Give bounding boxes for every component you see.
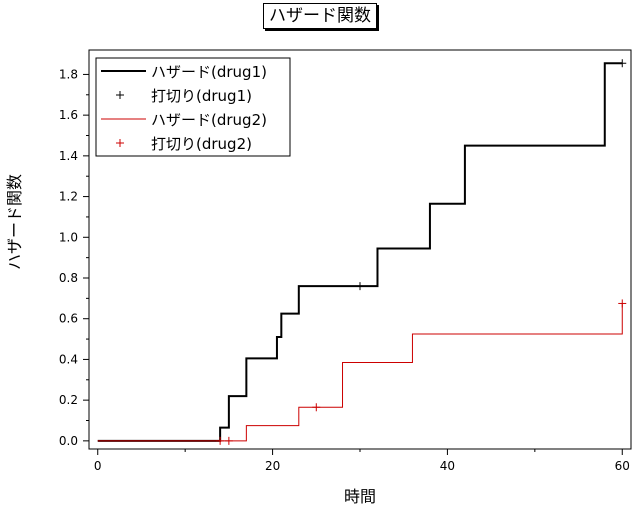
censor-marker [224,436,233,445]
y-tick-label: 1.0 [59,230,78,244]
chart-title: ハザード関数 [263,3,377,29]
x-tick-label: 20 [265,459,280,473]
x-tick-label: 40 [440,459,455,473]
x-tick-label: 60 [615,459,630,473]
legend-entry: 打切り(drug2) [116,135,252,153]
y-tick-label: 0.4 [59,352,78,366]
chart-title-text: ハザード関数 [269,6,371,26]
y-tick-label: 1.8 [59,67,78,81]
x-axis-label: 時間 [344,487,376,506]
legend-box [95,57,291,157]
x-axis: 0 20 40 60 [94,449,630,473]
censor-marker [356,282,364,291]
y-axis: 0.0 0.2 0.4 0.6 0.8 1.0 1.2 1.4 1.6 1.8 [59,67,89,448]
y-tick-label: 0.0 [59,434,78,448]
legend-entry: 打切り(drug1) [116,87,252,105]
x-tick-label: 0 [94,459,102,473]
censor-marker [216,436,225,445]
series-line-0 [97,62,623,442]
censor-marker [618,299,627,308]
series-line-2 [97,303,623,442]
y-tick-label: 1.2 [59,190,78,204]
y-tick-label: 0.2 [59,393,78,407]
series-layer [97,59,627,445]
legend: ハザード(drug1) 打切り(drug1) ハザード(drug2) 打切り(drug… [95,57,291,157]
legend-label: 打切り(drug1) [151,87,252,105]
y-axis-label: ハザード関数 [5,174,24,270]
y-tick-label: 1.4 [59,149,78,163]
censor-marker [312,403,321,412]
legend-label: 打切り(drug2) [151,135,252,153]
y-tick-label: 0.6 [59,312,78,326]
y-tick-label: 1.6 [59,108,78,122]
legend-entry: ハザード(drug1) [101,63,267,81]
y-tick-label: 0.8 [59,271,78,285]
legend-label: ハザード(drug1) [151,63,267,81]
censor-marker [618,59,627,68]
legend-entry: ハザード(drug2) [101,111,267,129]
legend-label: ハザード(drug2) [151,111,267,129]
